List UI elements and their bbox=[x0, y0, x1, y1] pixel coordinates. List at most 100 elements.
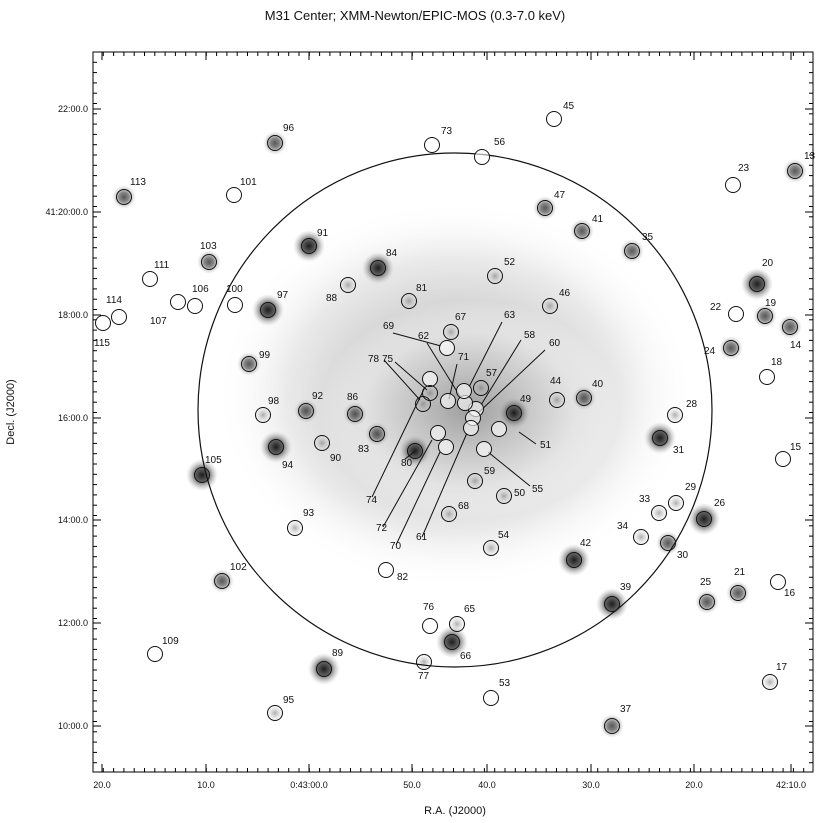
source-circle-78 bbox=[415, 396, 431, 412]
source-label-115: 115 bbox=[94, 338, 110, 349]
source-label-54: 54 bbox=[498, 530, 510, 541]
source-circle-105 bbox=[194, 467, 210, 483]
source-label-98: 98 bbox=[268, 396, 280, 407]
source-label-66: 66 bbox=[460, 651, 472, 662]
source-labels: 13 14 15 16 17 18 19 20 21 22 23 24 25 26 28 29 30 31 33 34… bbox=[94, 101, 816, 715]
source-circle-114 bbox=[111, 309, 127, 325]
source-circle-95 bbox=[267, 705, 283, 721]
source-label-109: 109 bbox=[162, 636, 179, 647]
source-label-68: 68 bbox=[458, 501, 470, 512]
source-label-82: 82 bbox=[397, 572, 409, 583]
source-label-30: 30 bbox=[677, 550, 689, 561]
source-label-24: 24 bbox=[704, 346, 716, 357]
source-label-114: 114 bbox=[106, 295, 122, 306]
leader-line-70 bbox=[395, 451, 441, 546]
y-tick-label: 10:00.0 bbox=[58, 721, 88, 731]
leader-line-78 bbox=[383, 359, 421, 401]
source-label-26: 26 bbox=[714, 498, 726, 509]
source-circle-23 bbox=[725, 177, 741, 193]
source-label-46: 46 bbox=[559, 288, 571, 299]
source-label-74: 74 bbox=[366, 495, 378, 506]
y-tick-label: 16:00.0 bbox=[58, 413, 88, 423]
source-circle-67 bbox=[443, 324, 459, 340]
source-label-29: 29 bbox=[685, 482, 697, 493]
source-label-23: 23 bbox=[738, 163, 750, 174]
source-circle-72 bbox=[430, 425, 446, 441]
source-label-97: 97 bbox=[277, 290, 289, 301]
source-label-72: 72 bbox=[376, 523, 388, 534]
source-circle-25 bbox=[699, 594, 715, 610]
source-circle-20 bbox=[749, 276, 765, 292]
source-circle-99 bbox=[241, 356, 257, 372]
source-label-80: 80 bbox=[401, 458, 413, 469]
source-label-21: 21 bbox=[734, 567, 746, 578]
source-circles bbox=[95, 111, 803, 734]
x-tick-label: 50.0 bbox=[403, 780, 421, 790]
leader-line-51 bbox=[518, 431, 537, 445]
source-label-93: 93 bbox=[303, 508, 315, 519]
source-label-40: 40 bbox=[592, 379, 604, 390]
source-circle-51 bbox=[491, 421, 507, 437]
source-label-49: 49 bbox=[520, 394, 532, 405]
leader-line-63 bbox=[468, 321, 503, 388]
source-circle-94 bbox=[268, 439, 284, 455]
source-circle-100 bbox=[227, 297, 243, 313]
source-label-55: 55 bbox=[532, 484, 544, 495]
source-circle-21 bbox=[730, 585, 746, 601]
x-tick-label: 30.0 bbox=[582, 780, 600, 790]
image-title: M31 Center; XMM-Newton/EPIC-MOS (0.3-7.0… bbox=[264, 8, 566, 23]
source-label-113: 113 bbox=[130, 177, 146, 188]
source-circle-56 bbox=[474, 149, 490, 165]
source-circle-80 bbox=[407, 443, 423, 459]
source-label-103: 103 bbox=[200, 241, 217, 252]
source-circle-47 bbox=[537, 200, 553, 216]
leader-line-69 bbox=[392, 332, 442, 347]
source-label-20: 20 bbox=[762, 258, 774, 269]
source-circle-50 bbox=[496, 488, 512, 504]
source-circle-42 bbox=[566, 552, 582, 568]
source-circle-30 bbox=[660, 535, 676, 551]
source-circle-102 bbox=[214, 573, 230, 589]
x-tick-label: 40.0 bbox=[478, 780, 496, 790]
source-circle-22 bbox=[728, 306, 744, 322]
source-label-67: 67 bbox=[455, 312, 467, 323]
source-circle-76 bbox=[422, 618, 438, 634]
source-circle-66 bbox=[444, 634, 460, 650]
source-label-28: 28 bbox=[686, 399, 698, 410]
source-circle-86 bbox=[347, 406, 363, 422]
source-circle-61 bbox=[463, 420, 479, 436]
x-tick-label: 42:10.0 bbox=[776, 780, 806, 790]
source-label-60: 60 bbox=[549, 338, 561, 349]
source-circle-14 bbox=[782, 319, 798, 335]
source-circle-109 bbox=[147, 646, 163, 662]
source-label-17: 17 bbox=[776, 662, 788, 673]
source-label-84: 84 bbox=[386, 248, 398, 259]
source-circle-57 bbox=[473, 380, 489, 396]
source-label-14: 14 bbox=[790, 340, 802, 351]
source-label-53: 53 bbox=[499, 678, 511, 689]
source-circle-88 bbox=[340, 277, 356, 293]
source-circle-71 bbox=[440, 393, 456, 409]
source-label-62: 62 bbox=[418, 331, 430, 342]
source-label-105: 105 bbox=[205, 455, 222, 466]
y-tick-label: 22:00.0 bbox=[58, 104, 88, 114]
source-circle-28 bbox=[667, 407, 683, 423]
y-tick-label: 12:00.0 bbox=[58, 618, 88, 628]
source-label-73: 73 bbox=[441, 126, 453, 137]
source-label-41: 41 bbox=[592, 214, 604, 225]
source-circle-77 bbox=[416, 654, 432, 670]
source-circle-98 bbox=[255, 407, 271, 423]
source-label-101: 101 bbox=[240, 177, 257, 188]
source-label-25: 25 bbox=[700, 577, 712, 588]
source-circle-101 bbox=[226, 187, 242, 203]
source-label-69: 69 bbox=[383, 321, 395, 332]
source-circle-46 bbox=[542, 298, 558, 314]
source-circle-17 bbox=[762, 674, 778, 690]
source-label-13: 13 bbox=[804, 151, 816, 162]
source-label-111: 111 bbox=[154, 260, 170, 271]
xray-image bbox=[93, 52, 813, 772]
source-label-100: 100 bbox=[226, 284, 243, 295]
source-circle-103 bbox=[201, 254, 217, 270]
source-label-61: 61 bbox=[416, 532, 428, 543]
y-tick-label: 41:20:00.0 bbox=[45, 207, 88, 217]
